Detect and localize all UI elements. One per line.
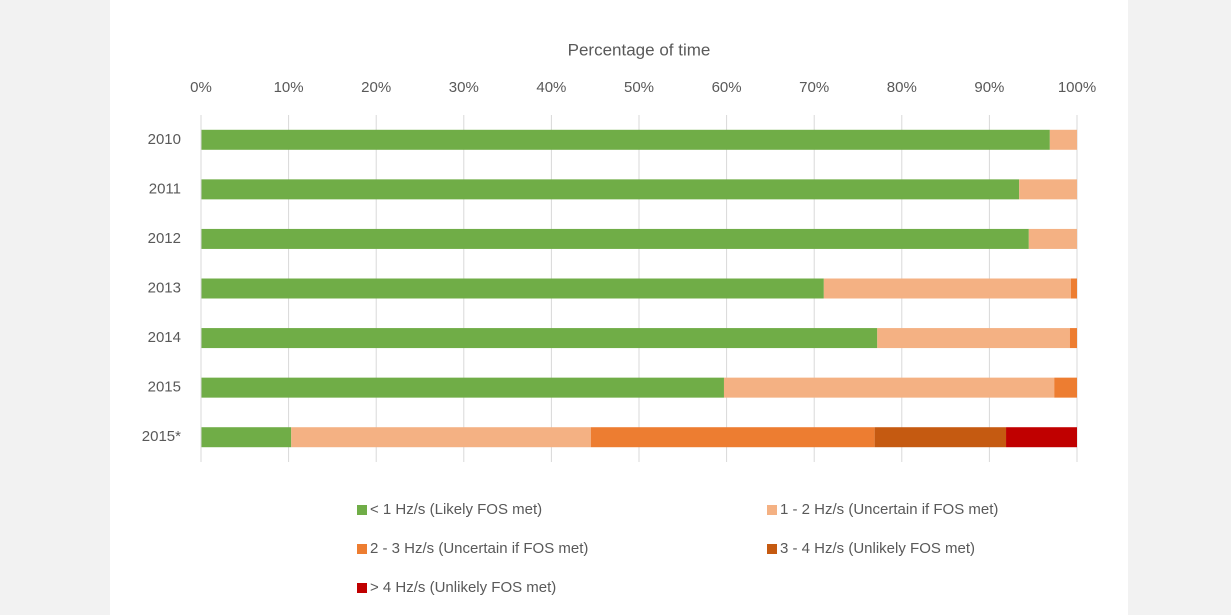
bar-segment <box>874 427 1007 448</box>
bar-segment <box>877 328 1070 349</box>
legend-swatch <box>357 505 367 515</box>
legend-label: 3 - 4 Hz/s (Unlikely FOS met) <box>780 540 975 557</box>
legend-label: > 4 Hz/s (Unlikely FOS met) <box>370 579 556 596</box>
y-tick-label: 2015* <box>142 428 181 445</box>
legend-label: 2 - 3 Hz/s (Uncertain if FOS met) <box>370 540 588 557</box>
bar-segment <box>1049 129 1077 150</box>
bar-segment <box>1019 179 1077 200</box>
x-tick-label: 100% <box>1058 79 1096 96</box>
y-tick-label: 2014 <box>148 329 181 346</box>
x-tick-label: 0% <box>190 79 212 96</box>
bar-segment <box>201 228 1029 249</box>
bar-segment <box>201 427 292 448</box>
bar-segment <box>201 377 724 398</box>
y-tick-label: 2015 <box>148 379 181 396</box>
x-tick-label: 40% <box>536 79 566 96</box>
bar-segment <box>291 427 591 448</box>
legend-label: < 1 Hz/s (Likely FOS met) <box>370 501 542 518</box>
x-tick-label: 20% <box>361 79 391 96</box>
x-tick-label: 80% <box>887 79 917 96</box>
bar-segment <box>1069 328 1077 349</box>
x-tick-label: 10% <box>274 79 304 96</box>
bar-segment <box>823 278 1071 299</box>
legend-label: 1 - 2 Hz/s (Uncertain if FOS met) <box>780 501 998 518</box>
x-tick-label: 50% <box>624 79 654 96</box>
bar-segment <box>590 427 875 448</box>
chart-area <box>110 0 1128 615</box>
bar-segment <box>201 328 878 349</box>
x-tick-label: 60% <box>712 79 742 96</box>
y-tick-label: 2011 <box>149 180 181 197</box>
legend-swatch <box>767 505 777 515</box>
x-axis-title: Percentage of time <box>568 40 711 59</box>
y-tick-label: 2013 <box>148 279 181 296</box>
bar-segment <box>201 179 1020 200</box>
bar-segment <box>1070 278 1077 299</box>
bar-segment <box>201 278 824 299</box>
bar-segment <box>1028 228 1077 249</box>
x-tick-label: 90% <box>974 79 1004 96</box>
legend-swatch <box>767 544 777 554</box>
y-tick-label: 2010 <box>148 131 181 148</box>
bar-segment <box>1006 427 1077 448</box>
legend-swatch <box>357 583 367 593</box>
x-tick-label: 70% <box>799 79 829 96</box>
bar-segment <box>1054 377 1077 398</box>
y-tick-label: 2012 <box>148 230 181 247</box>
bar-segment <box>723 377 1055 398</box>
bar-segment <box>201 129 1050 150</box>
x-tick-label: 30% <box>449 79 479 96</box>
legend-swatch <box>357 544 367 554</box>
